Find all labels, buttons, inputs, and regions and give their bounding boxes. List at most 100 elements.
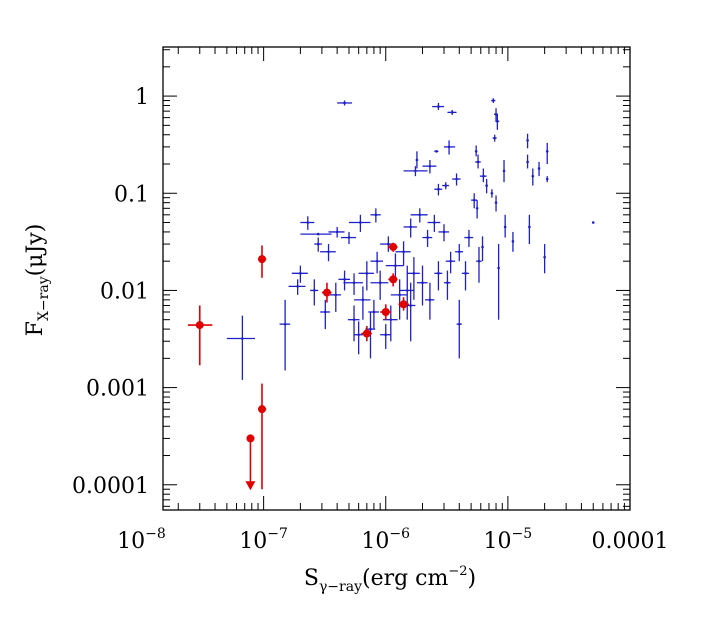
blue-data-point bbox=[528, 214, 531, 245]
data-marker bbox=[409, 304, 412, 307]
blue-data-point bbox=[474, 145, 478, 157]
blue-data-point bbox=[300, 216, 315, 230]
data-marker bbox=[335, 230, 339, 234]
data-marker bbox=[327, 250, 330, 254]
blue-data-point bbox=[471, 193, 478, 209]
blue-data-point bbox=[288, 279, 306, 295]
plot-frame bbox=[162, 46, 631, 511]
data-marker bbox=[446, 281, 449, 285]
x-tick-label: 10−8 bbox=[117, 526, 166, 554]
data-marker bbox=[426, 236, 429, 239]
blue-data-point bbox=[438, 224, 450, 242]
red-data-point bbox=[321, 282, 332, 303]
data-marker bbox=[496, 120, 499, 123]
data-marker bbox=[474, 150, 478, 153]
data-marker bbox=[361, 298, 365, 302]
blue-data-point bbox=[300, 232, 332, 236]
y-tick-label: 0.001 bbox=[86, 377, 149, 402]
data-marker bbox=[372, 310, 376, 314]
data-marker bbox=[359, 221, 362, 224]
tick-marks bbox=[163, 47, 630, 510]
upper-limit-arrow bbox=[245, 481, 256, 491]
blue-data-point bbox=[380, 324, 391, 349]
data-marker bbox=[352, 281, 356, 285]
blue-data-point bbox=[526, 154, 529, 169]
data-marker bbox=[497, 266, 500, 270]
blue-data-point bbox=[354, 321, 363, 355]
data-marker bbox=[437, 272, 440, 275]
data-marker bbox=[414, 169, 417, 173]
data-marker bbox=[405, 289, 409, 292]
blue-data-point bbox=[444, 140, 456, 155]
blue-data-point bbox=[348, 214, 371, 232]
data-marker bbox=[485, 184, 488, 187]
data-marker bbox=[374, 213, 378, 217]
blue-data-point bbox=[328, 226, 345, 238]
blue-data-point bbox=[497, 244, 500, 320]
blue-data-point bbox=[455, 244, 464, 262]
data-marker bbox=[402, 250, 405, 254]
data-marker bbox=[526, 139, 529, 142]
blue-data-point bbox=[403, 166, 428, 177]
blue-data-point bbox=[320, 244, 336, 262]
data-marker bbox=[472, 198, 476, 202]
blue-data-point bbox=[495, 114, 500, 130]
blue-data-point bbox=[347, 305, 360, 342]
blue-data-point bbox=[416, 265, 428, 306]
x-tick-label: 10−7 bbox=[239, 526, 288, 554]
blue-data-point bbox=[226, 315, 256, 380]
data-marker bbox=[399, 300, 408, 309]
x-tick-label: 10−5 bbox=[484, 526, 533, 554]
data-points bbox=[187, 98, 595, 491]
blue-data-point bbox=[442, 182, 450, 190]
blue-data-point bbox=[502, 159, 506, 183]
data-marker bbox=[241, 337, 244, 340]
data-marker bbox=[334, 293, 338, 297]
data-marker bbox=[415, 158, 419, 162]
blue-data-point bbox=[452, 173, 461, 186]
blue-data-point bbox=[368, 299, 379, 330]
blue-data-point bbox=[425, 282, 435, 320]
data-marker bbox=[511, 240, 515, 243]
blue-data-point bbox=[490, 189, 494, 198]
blue-data-point bbox=[432, 102, 445, 110]
blue-data-point bbox=[338, 270, 351, 291]
data-marker bbox=[365, 272, 369, 275]
blue-data-point bbox=[456, 299, 462, 359]
blue-data-point bbox=[543, 244, 546, 274]
data-marker bbox=[455, 177, 458, 181]
blue-data-point bbox=[354, 286, 371, 320]
blue-data-point bbox=[358, 261, 374, 291]
data-marker bbox=[545, 150, 549, 153]
data-marker bbox=[375, 259, 379, 263]
data-marker bbox=[444, 184, 448, 187]
blue-data-point bbox=[485, 179, 488, 194]
tick-labels: 10−8 10−7 10−6 10−5 0.0001 0.0001 0.001 0.01 0.1… bbox=[72, 85, 668, 554]
data-marker bbox=[475, 207, 479, 210]
blue-data-point bbox=[481, 236, 484, 262]
data-marker bbox=[389, 318, 393, 321]
blue-data-point bbox=[475, 154, 481, 169]
data-marker bbox=[316, 232, 320, 236]
blue-data-point bbox=[531, 168, 535, 186]
data-marker bbox=[492, 99, 495, 102]
data-marker bbox=[357, 333, 360, 337]
data-marker bbox=[502, 169, 506, 173]
data-marker bbox=[283, 322, 287, 326]
data-marker bbox=[450, 111, 454, 114]
blue-data-point bbox=[320, 299, 331, 330]
y-tick-label: 1 bbox=[135, 85, 149, 110]
blue-data-point bbox=[511, 231, 515, 252]
blue-data-point bbox=[340, 231, 356, 245]
data-marker bbox=[343, 278, 346, 281]
data-marker bbox=[428, 298, 432, 302]
blue-data-point bbox=[403, 218, 417, 238]
data-marker bbox=[394, 264, 397, 267]
blue-data-point bbox=[494, 195, 498, 212]
blue-data-point bbox=[447, 109, 457, 115]
blue-data-point bbox=[434, 183, 443, 196]
data-marker bbox=[449, 259, 452, 263]
blue-data-point bbox=[444, 270, 451, 300]
blue-data-point bbox=[475, 200, 479, 219]
data-marker bbox=[343, 101, 346, 105]
